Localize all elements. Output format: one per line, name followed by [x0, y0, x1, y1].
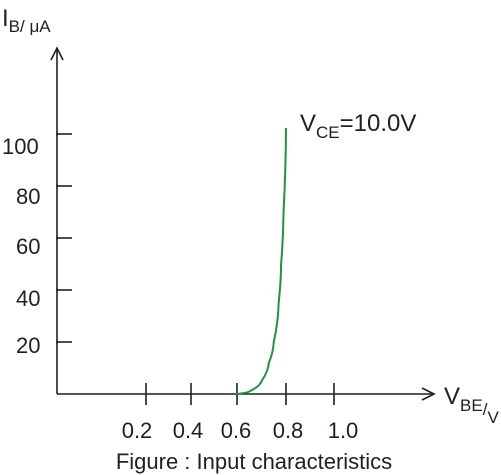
x-axis-label: VBE/V — [444, 383, 499, 427]
y-tick-label: 60 — [16, 234, 40, 259]
y-axis-label-sub: B/ μA — [9, 17, 52, 36]
series-layer — [236, 127, 287, 395]
series-label-value: =10.0V — [340, 110, 417, 137]
y-axis-arrowhead — [50, 46, 64, 61]
series-line-vce — [236, 127, 287, 395]
x-tick-label: 0.2 — [122, 418, 153, 443]
y-ticks: 20 40 60 80 100 — [2, 133, 72, 358]
x-tick-label: 0.8 — [273, 418, 304, 443]
x-axis-arrowhead — [421, 387, 436, 401]
y-tick-label: 100 — [2, 134, 39, 159]
series-label-vce: VCE=10.0V — [300, 110, 416, 142]
x-tick-label: 0.4 — [173, 418, 204, 443]
y-axis-label: IB/ μA — [2, 5, 51, 36]
series-label-sub: CE — [316, 123, 340, 142]
y-tick-label: 80 — [16, 184, 40, 209]
series-label-main: V — [300, 110, 316, 137]
x-axis-label-main: V — [444, 383, 460, 410]
x-axis-label-sub: BE — [460, 396, 483, 415]
y-axis-label-main: I — [2, 5, 9, 32]
x-ticks: 0.2 0.4 0.6 0.8 1.0 — [122, 383, 359, 443]
x-tick-label: 0.6 — [221, 418, 252, 443]
y-tick-label: 20 — [16, 333, 40, 358]
y-tick-label: 40 — [16, 286, 40, 311]
figure-caption: Figure : Input characteristics — [116, 449, 392, 474]
axes — [50, 46, 436, 401]
x-axis-label-unit: V — [487, 408, 499, 427]
x-axis-label-slash: / — [483, 400, 488, 419]
x-tick-label: 1.0 — [328, 418, 359, 443]
